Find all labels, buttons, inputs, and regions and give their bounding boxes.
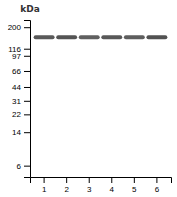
y-tick-label: 22 xyxy=(12,110,21,119)
x-axis: 1 2 3 4 5 6 xyxy=(31,177,172,194)
y-axis-line xyxy=(24,21,31,178)
x-tick-label: 5 xyxy=(132,185,137,194)
band xyxy=(103,35,120,39)
bands xyxy=(36,37,166,38)
x-tick: 4 xyxy=(110,177,115,194)
x-tick-label: 4 xyxy=(110,185,115,194)
plot: 2001169766443122146123456 xyxy=(8,21,172,194)
x-tick: 3 xyxy=(87,177,92,194)
x-tick-mark xyxy=(134,177,135,183)
y-tick-mark xyxy=(24,56,30,57)
x-tick-label: 6 xyxy=(155,185,160,194)
band xyxy=(81,35,98,39)
y-tick: 22 xyxy=(12,110,30,119)
y-tick: 44 xyxy=(12,83,30,92)
band xyxy=(148,35,165,39)
y-tick-mark xyxy=(24,101,30,102)
band xyxy=(36,35,53,39)
y-tick: 66 xyxy=(12,67,30,76)
y-tick-mark xyxy=(24,87,30,88)
x-tick: 1 xyxy=(42,177,47,194)
x-tick-mark xyxy=(66,177,67,183)
x-tick-label: 3 xyxy=(87,185,92,194)
y-tick-mark xyxy=(24,49,30,50)
x-tick-mark xyxy=(156,177,157,183)
y-tick-mark xyxy=(24,166,30,167)
x-tick-label: 1 xyxy=(42,185,47,194)
y-tick-label: 44 xyxy=(12,83,21,92)
y-axis: 2001169766443122146 xyxy=(8,21,31,178)
y-tick-label: 97 xyxy=(12,52,21,61)
y-tick: 97 xyxy=(12,52,30,61)
x-tick-mark xyxy=(89,177,90,183)
y-axis-title: kDa xyxy=(20,4,40,14)
x-tick-mark xyxy=(111,177,112,183)
y-tick-label: 6 xyxy=(17,162,22,171)
y-tick-mark xyxy=(24,114,30,115)
y-tick: 6 xyxy=(17,162,30,171)
y-tick: 200 xyxy=(8,23,30,32)
y-tick-label: 200 xyxy=(8,23,22,32)
y-tick-label: 66 xyxy=(12,67,21,76)
y-tick-mark xyxy=(24,27,30,28)
x-tick-mark xyxy=(44,177,45,183)
band xyxy=(58,35,75,39)
x-tick: 2 xyxy=(64,177,69,194)
y-tick-mark xyxy=(24,132,30,133)
y-tick: 14 xyxy=(12,128,30,137)
y-tick-label: 31 xyxy=(12,97,21,106)
y-tick-label: 14 xyxy=(12,128,21,137)
band xyxy=(126,35,143,39)
y-tick-mark xyxy=(24,71,30,72)
chart: 2001169766443122146123456kDa xyxy=(0,0,177,197)
y-tick: 31 xyxy=(12,97,30,106)
x-axis-line xyxy=(31,178,172,184)
x-tick: 5 xyxy=(132,177,137,194)
x-tick: 6 xyxy=(155,177,160,194)
x-tick-label: 2 xyxy=(64,185,69,194)
